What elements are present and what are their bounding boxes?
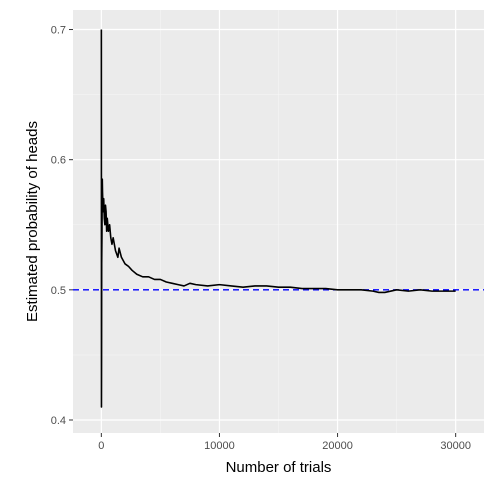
- x-axis-ticks: 0 10000 20000 30000: [98, 433, 471, 452]
- y-tick-label: 0.4: [51, 415, 66, 427]
- y-tick-label: 0.7: [51, 25, 66, 37]
- y-tick-label: 0.5: [51, 285, 66, 297]
- x-tick-label: 0: [98, 440, 104, 452]
- y-axis-ticks: 0.4 0.5 0.6 0.7: [51, 25, 73, 427]
- minor-gridlines: [73, 10, 484, 433]
- x-tick-label: 20000: [322, 440, 353, 452]
- x-tick-label: 30000: [440, 440, 471, 452]
- x-tick-label: 10000: [204, 440, 235, 452]
- y-axis-title: Estimated probability of heads: [24, 121, 41, 322]
- x-axis-title: Number of trials: [226, 459, 332, 476]
- series-line: [100, 29, 456, 408]
- y-tick-label: 0.6: [51, 155, 66, 167]
